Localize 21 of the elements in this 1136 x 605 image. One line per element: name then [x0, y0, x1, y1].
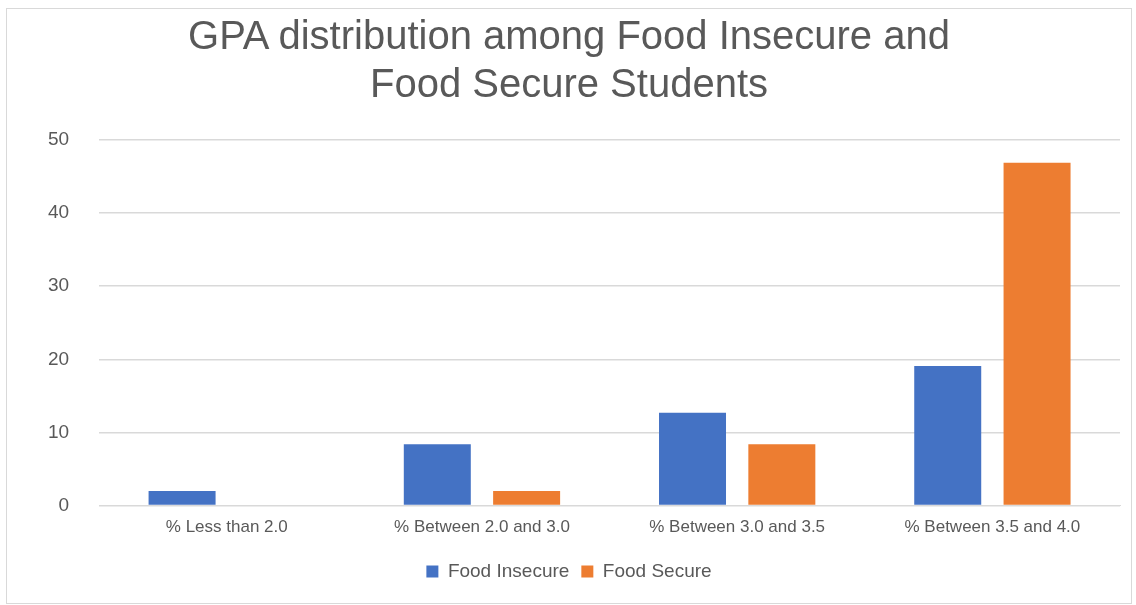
x-tick-label: % Between 3.0 and 3.5 — [649, 517, 826, 537]
bar — [659, 412, 727, 505]
bar — [748, 444, 816, 505]
x-tick-label: % Less than 2.0 — [165, 517, 288, 537]
bar — [148, 490, 216, 505]
legend-label: Food Secure — [602, 559, 712, 581]
y-tick-label: 40 — [47, 201, 70, 223]
legend-label: Food Insecure — [447, 559, 570, 581]
bar — [493, 490, 561, 505]
bar — [914, 365, 982, 505]
y-tick-label: 10 — [47, 420, 70, 442]
y-tick-label: 0 — [58, 493, 70, 515]
bar — [403, 444, 471, 505]
text: GPA distribution among Food Insecure and — [188, 13, 950, 58]
bar — [1003, 162, 1071, 505]
y-tick-label: 20 — [47, 347, 70, 369]
x-tick-label: % Between 2.0 and 3.0 — [394, 517, 570, 537]
x-tick-label: % Between 3.5 and 4.0 — [904, 517, 1081, 537]
text: Food Secure Students — [369, 61, 769, 106]
y-tick-label: 50 — [47, 128, 70, 150]
y-tick-label: 30 — [47, 274, 70, 296]
